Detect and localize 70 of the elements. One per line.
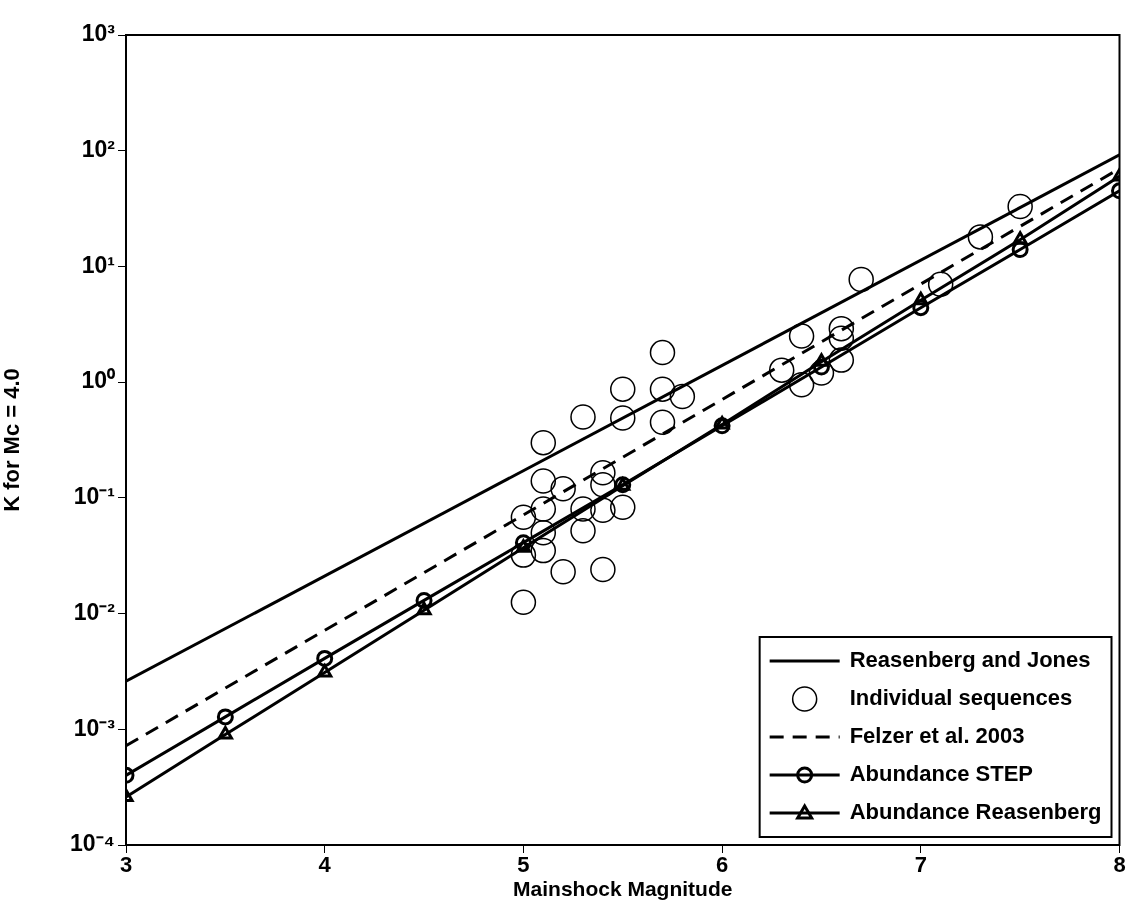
x-tick-label: 3 <box>119 852 133 878</box>
x-tick-label: 5 <box>517 852 530 878</box>
y-tick-label: 10³ <box>81 20 116 47</box>
legend-label: Felzer et al. 2003 <box>849 723 1025 749</box>
point <box>610 376 636 402</box>
point <box>515 539 531 553</box>
y-tick-label: 10⁻⁴ <box>70 830 115 857</box>
legend-label: Individual sequences <box>849 685 1073 711</box>
point <box>316 649 334 667</box>
point <box>570 404 596 430</box>
y-tick-label: 10⁻¹ <box>73 483 115 510</box>
point <box>550 475 576 502</box>
x-tick-label: 8 <box>1113 852 1126 878</box>
point <box>848 266 874 293</box>
point <box>1007 193 1033 220</box>
point <box>530 537 557 564</box>
point <box>649 376 676 402</box>
point <box>570 496 596 522</box>
point <box>828 325 855 351</box>
point <box>713 417 731 435</box>
point <box>510 542 537 568</box>
point <box>610 494 636 520</box>
point <box>768 357 795 383</box>
point <box>590 497 616 524</box>
point <box>714 416 730 430</box>
y-tick-label: 10⁰ <box>81 367 116 394</box>
point <box>217 726 233 740</box>
point <box>828 315 855 342</box>
point <box>1012 231 1028 245</box>
point <box>912 299 930 317</box>
y-tick-label: 10⁻² <box>73 598 116 625</box>
x-axis-title: Mainshock Magnitude <box>513 877 733 901</box>
point <box>808 360 835 386</box>
point <box>590 556 616 583</box>
point <box>913 291 929 306</box>
y-axis-title: K for Mc = 4.0 <box>0 368 25 512</box>
point <box>927 271 954 298</box>
legend-label: Abundance Reasenberg <box>849 799 1102 825</box>
point <box>788 371 815 398</box>
legend-label: Abundance STEP <box>849 761 1034 787</box>
point <box>530 429 557 456</box>
point <box>514 534 532 552</box>
point <box>216 708 234 726</box>
point <box>788 323 815 349</box>
x-tick-label: 4 <box>318 852 332 878</box>
point <box>649 409 676 436</box>
y-tick-label: 10² <box>81 136 116 163</box>
point <box>570 517 596 544</box>
point <box>530 519 557 546</box>
point <box>530 468 557 494</box>
point <box>510 589 537 616</box>
x-tick-label: 7 <box>914 852 927 878</box>
point <box>415 591 433 609</box>
point <box>416 601 432 616</box>
point <box>590 459 616 486</box>
y-tick-label: 10¹ <box>81 251 115 278</box>
point <box>610 405 636 431</box>
point <box>967 224 994 250</box>
point <box>550 558 576 585</box>
legend-label: Reasenberg and Jones <box>849 647 1091 673</box>
point <box>669 383 696 410</box>
point <box>1011 241 1029 259</box>
point <box>530 496 557 522</box>
x-tick-label: 6 <box>715 852 729 878</box>
point <box>317 663 333 678</box>
point <box>590 471 616 498</box>
y-tick-label: 10⁻³ <box>73 714 116 741</box>
point <box>510 504 537 530</box>
point <box>649 339 676 366</box>
point <box>828 347 855 373</box>
